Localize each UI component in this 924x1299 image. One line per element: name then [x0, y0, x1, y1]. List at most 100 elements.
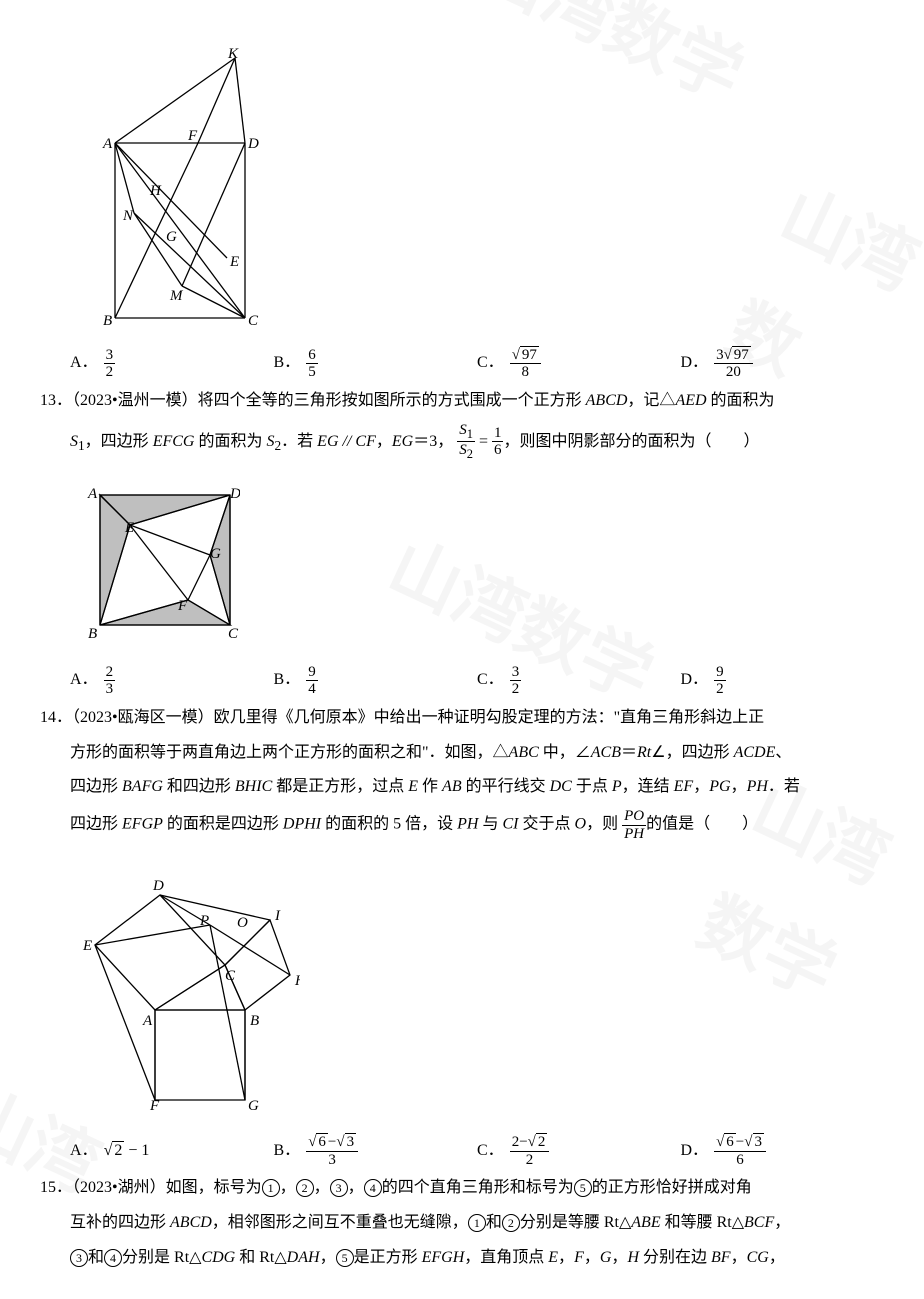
q14-option-c[interactable]: C． 2−√2 2: [477, 1134, 681, 1168]
text: ．若: [281, 433, 317, 450]
text: 的面积为: [707, 392, 775, 409]
q13-option-d[interactable]: D． 92: [681, 664, 885, 698]
q-number: 15: [40, 1179, 56, 1196]
numerator: 6: [306, 347, 318, 365]
q-source: （2023•瓯海区一模）: [72, 709, 214, 726]
text: ，记△: [627, 392, 675, 409]
q14-option-d[interactable]: D． √6−√3 6: [681, 1134, 885, 1168]
q12-option-c[interactable]: C． √97 8: [477, 347, 681, 381]
fraction: 2−√2 2: [510, 1134, 550, 1168]
fraction: 3√97 20: [714, 347, 753, 381]
svg-text:K: K: [227, 46, 239, 62]
fraction: √6−√3 6: [714, 1134, 766, 1168]
svg-text:I: I: [274, 908, 281, 924]
q14-svg: ABCDEIHFGPO: [70, 850, 300, 1115]
option-label: A．: [70, 349, 98, 378]
svg-text:G: G: [166, 229, 177, 245]
q-number: 14: [40, 709, 56, 726]
numerator: 1: [492, 425, 504, 443]
svg-text:F: F: [187, 128, 198, 144]
svg-text:P: P: [199, 913, 209, 929]
svg-text:N: N: [122, 208, 134, 224]
svg-text:O: O: [237, 915, 248, 931]
q13-figure: ABCDEFG: [70, 470, 884, 656]
numerator: √97: [510, 347, 541, 365]
svg-text:D: D: [229, 486, 240, 502]
q-number: 13: [40, 392, 56, 409]
svg-text:G: G: [248, 1098, 259, 1114]
option-label: D．: [681, 1137, 709, 1166]
fraction: 1 6: [492, 425, 504, 459]
fraction: 23: [104, 664, 116, 698]
svg-text:E: E: [229, 254, 239, 270]
denominator: S2: [457, 442, 475, 462]
text: ，则图中阴影部分的面积为（ ）: [503, 433, 759, 450]
svg-text:B: B: [250, 1013, 259, 1029]
option-label: B．: [274, 666, 301, 695]
circle-1-icon: 1: [468, 1214, 486, 1232]
q12-option-b[interactable]: B． 6 5: [274, 347, 478, 381]
q13-option-b[interactable]: B． 94: [274, 664, 478, 698]
denominator: 5: [306, 364, 318, 381]
circle-5-icon: 5: [336, 1249, 354, 1267]
q12-options: A． 3 2 B． 6 5 C． √97 8 D． 3√97 20: [70, 347, 884, 381]
text: 的面积为: [194, 433, 266, 450]
q14-text-l4: 四边形 EFGP 的面积是四边形 DPHI 的面积的 5 倍，设 PH 与 CI…: [70, 808, 884, 842]
text: ，: [376, 433, 392, 450]
text: ABCD: [586, 392, 628, 409]
q15-text: 15．（2023•湖州）如图，标号为1，2，3，4的四个直角三角形和标号为5的正…: [40, 1174, 884, 1203]
q15-text-l3: 3和4分别是 Rt△CDG 和 Rt△DAH，5是正方形 EFGH，直角顶点 E…: [70, 1244, 884, 1273]
denominator: 2: [104, 364, 116, 381]
text: EFCG: [153, 433, 195, 450]
q12-option-a[interactable]: A． 3 2: [70, 347, 274, 381]
q12-svg: ABCDKFEMNGH: [70, 28, 260, 328]
text: 欧几里得《几何原本》中给出一种证明勾股定理的方法："直角三角形斜边上正: [214, 709, 765, 726]
denominator: 20: [714, 364, 753, 381]
fraction: 6 5: [306, 347, 318, 381]
q13-text-line2: S1，四边形 EFCG 的面积为 S2．若 EG // CF，EG＝3， S1 …: [70, 422, 884, 463]
svg-text:A: A: [102, 136, 113, 152]
circle-5-icon: 5: [574, 1179, 592, 1197]
svg-text:E: E: [124, 520, 134, 536]
text: EG: [392, 433, 413, 450]
denominator: 8: [510, 364, 541, 381]
circle-2-icon: 2: [296, 1179, 314, 1197]
q14-figure: ABCDEIHFGPO: [70, 850, 884, 1126]
circle-1-icon: 1: [262, 1179, 280, 1197]
fraction: S1 S2: [457, 422, 475, 463]
numerator: 3√97: [714, 347, 753, 365]
circle-3-icon: 3: [330, 1179, 348, 1197]
option-label: B．: [274, 349, 301, 378]
fraction: 32: [510, 664, 522, 698]
q-source: （2023•温州一模）: [72, 392, 198, 409]
numerator: S1: [457, 422, 475, 443]
q14-text-l2: 方形的面积等于两直角边上两个正方形的面积之和"．如图，△ABC 中，∠ACB＝R…: [70, 739, 884, 768]
option-label: A．: [70, 666, 98, 695]
q13-option-a[interactable]: A． 23: [70, 664, 274, 698]
fraction: 92: [714, 664, 726, 698]
q13-option-c[interactable]: C． 32: [477, 664, 681, 698]
option-label: A．: [70, 1137, 98, 1166]
expr: √2 − 1: [104, 1137, 150, 1166]
svg-text:H: H: [149, 183, 162, 199]
option-label: D．: [681, 666, 709, 695]
text: EG // CF: [317, 433, 376, 450]
q14-option-b[interactable]: B． √6−√3 3: [274, 1134, 478, 1168]
q14-option-a[interactable]: A． √2 − 1: [70, 1134, 274, 1168]
svg-text:M: M: [169, 288, 184, 304]
q15-text-l2: 互补的四边形 ABCD，相邻图形之间互不重叠也无缝隙，1和2分别是等腰 Rt△A…: [70, 1209, 884, 1238]
option-label: C．: [477, 1137, 504, 1166]
option-label: C．: [477, 666, 504, 695]
svg-text:A: A: [142, 1013, 153, 1029]
fraction: √97 8: [510, 347, 541, 381]
svg-text:F: F: [149, 1098, 160, 1114]
text: =: [479, 433, 492, 450]
svg-text:D: D: [247, 136, 259, 152]
option-label: B．: [274, 1137, 301, 1166]
option-label: D．: [681, 349, 709, 378]
svg-text:E: E: [82, 938, 92, 954]
svg-text:C: C: [225, 968, 236, 984]
circle-4-icon: 4: [364, 1179, 382, 1197]
fraction: √6−√3 3: [306, 1134, 358, 1168]
q12-option-d[interactable]: D． 3√97 20: [681, 347, 885, 381]
